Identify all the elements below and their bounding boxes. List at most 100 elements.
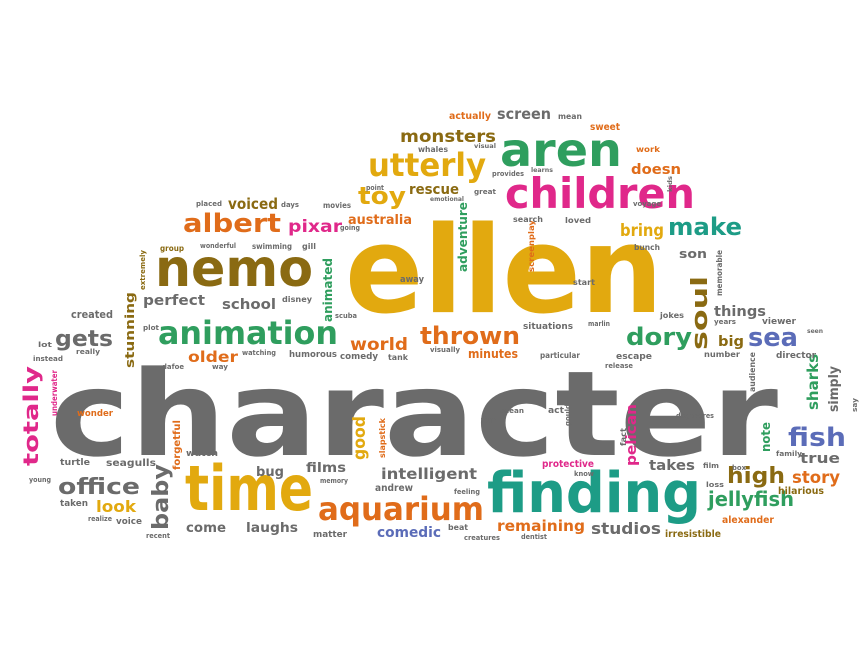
word-son: son [679,247,707,261]
word-away: away [400,275,424,285]
word-intelligent: intelligent [381,465,477,483]
word-ocean: ocean [500,407,524,415]
word-particular: particular [540,351,580,360]
word-come: come [186,521,226,536]
word-work: work [636,145,661,154]
word-humorous: humorous [289,350,337,360]
word-actually: actually [449,111,491,122]
word-ellen: ellen [345,202,663,341]
word-dafoe: dafoe [162,363,184,371]
word-voice: voice [116,517,142,527]
word-point: point [366,184,385,192]
word-feeling: feeling [454,488,480,496]
word-look: look [96,497,136,516]
word-sharks: sharks [804,354,822,410]
word-audience: audience [748,351,757,392]
word-thrown: thrown [420,322,520,350]
word-finding: finding [487,461,701,526]
word-marlin: marlin [588,320,610,328]
word-watching: watching [242,349,276,357]
word-films: films [306,461,346,476]
word-matter: matter [313,530,348,540]
word-things: things [714,304,766,320]
word-true: true [800,451,840,467]
word-kids: kids [667,176,674,192]
word-totally: totally [19,366,43,466]
word-director: director [776,351,817,361]
word-know: know [574,470,595,478]
word-memorable: memorable [715,249,724,296]
word-going: going [340,224,360,232]
word-release: release [605,362,633,370]
word-time: time [185,452,313,525]
word-sweet: sweet [590,122,620,133]
word-irresistible: irresistible [665,529,721,540]
word-laughs: laughs [246,521,298,536]
word-say: say [851,398,859,412]
word-comedy: comedy [340,352,378,362]
word-office: office [58,475,140,500]
word-family: family [776,450,802,458]
word-scuba: scuba [335,312,357,320]
word-viewer: viewer [762,317,797,327]
word-escape: escape [616,352,652,362]
word-pixar: pixar [288,217,343,237]
word-stunning: stunning [123,292,137,368]
word-alexander: alexander [722,515,774,526]
word-aquarium: aquarium [318,490,484,528]
word-degeneres: degeneres [676,412,714,420]
word-turtle: turtle [60,458,90,468]
word-jokes: jokes [659,311,684,320]
word-studios: studios [591,519,661,538]
word-underwater: underwater [50,370,59,416]
word-wonderful: wonderful [200,242,236,250]
word-hilarious: hilarious [778,486,824,497]
word-box: box [732,464,746,472]
word-high: high [727,464,785,489]
word-gill: gill [302,242,316,251]
word-world: world [350,335,408,355]
word-taken: taken [60,499,88,509]
word-dory: dory [626,323,692,351]
word-visually: visually [430,346,460,354]
word-adventure: adventure [456,202,470,272]
word-toy: toy [358,182,406,210]
word-make: make [668,213,742,241]
word-tank: tank [388,353,409,362]
word-extremely: extremely [139,250,147,290]
word-character: character [50,345,778,483]
word-creatures: creatures [464,534,500,542]
word-utterly: utterly [368,146,486,184]
word-takes: takes [649,458,695,474]
word-aren: aren [500,123,622,177]
word-gould: gould [564,404,572,426]
word-instead: instead [33,355,63,363]
word-good: good [350,416,370,460]
word-watch: watch [186,449,218,459]
word-disney: disney [282,295,313,304]
word-movies: movies [323,201,351,210]
word-slapstick: slapstick [378,417,387,458]
word-australia: australia [348,213,412,228]
word-recent: recent [146,532,171,540]
word-emotional: emotional [430,196,464,203]
word-screen: screen [497,105,551,123]
word-really: really [76,348,100,356]
word-perfect: perfect [143,293,205,309]
word-beat: beat [448,523,468,532]
word-wonder: wonder [77,409,114,419]
word-pelican: pelican [624,404,640,466]
word-screenplay: screenplay [527,219,536,272]
word-gets: gets [55,327,113,352]
word-voiced: voiced [228,195,278,213]
word-start: start [573,278,595,287]
word-comedic: comedic [377,525,441,541]
word-note: note [759,422,773,452]
word-number: number [704,350,740,359]
word-animated: animated [321,258,335,322]
word-minutes: minutes [468,347,518,361]
word-seen: seen [807,328,823,335]
word-provides: provides [492,170,524,178]
word-remaining: remaining [497,517,585,535]
